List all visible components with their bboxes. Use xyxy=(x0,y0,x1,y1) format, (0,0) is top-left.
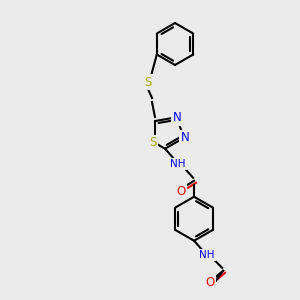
Text: N: N xyxy=(181,131,189,144)
Text: N: N xyxy=(173,111,182,124)
Text: O: O xyxy=(206,276,215,289)
Text: O: O xyxy=(176,185,186,198)
Text: NH: NH xyxy=(170,159,186,169)
Text: NH: NH xyxy=(199,250,215,260)
Text: S: S xyxy=(149,136,157,149)
Text: S: S xyxy=(144,76,152,88)
